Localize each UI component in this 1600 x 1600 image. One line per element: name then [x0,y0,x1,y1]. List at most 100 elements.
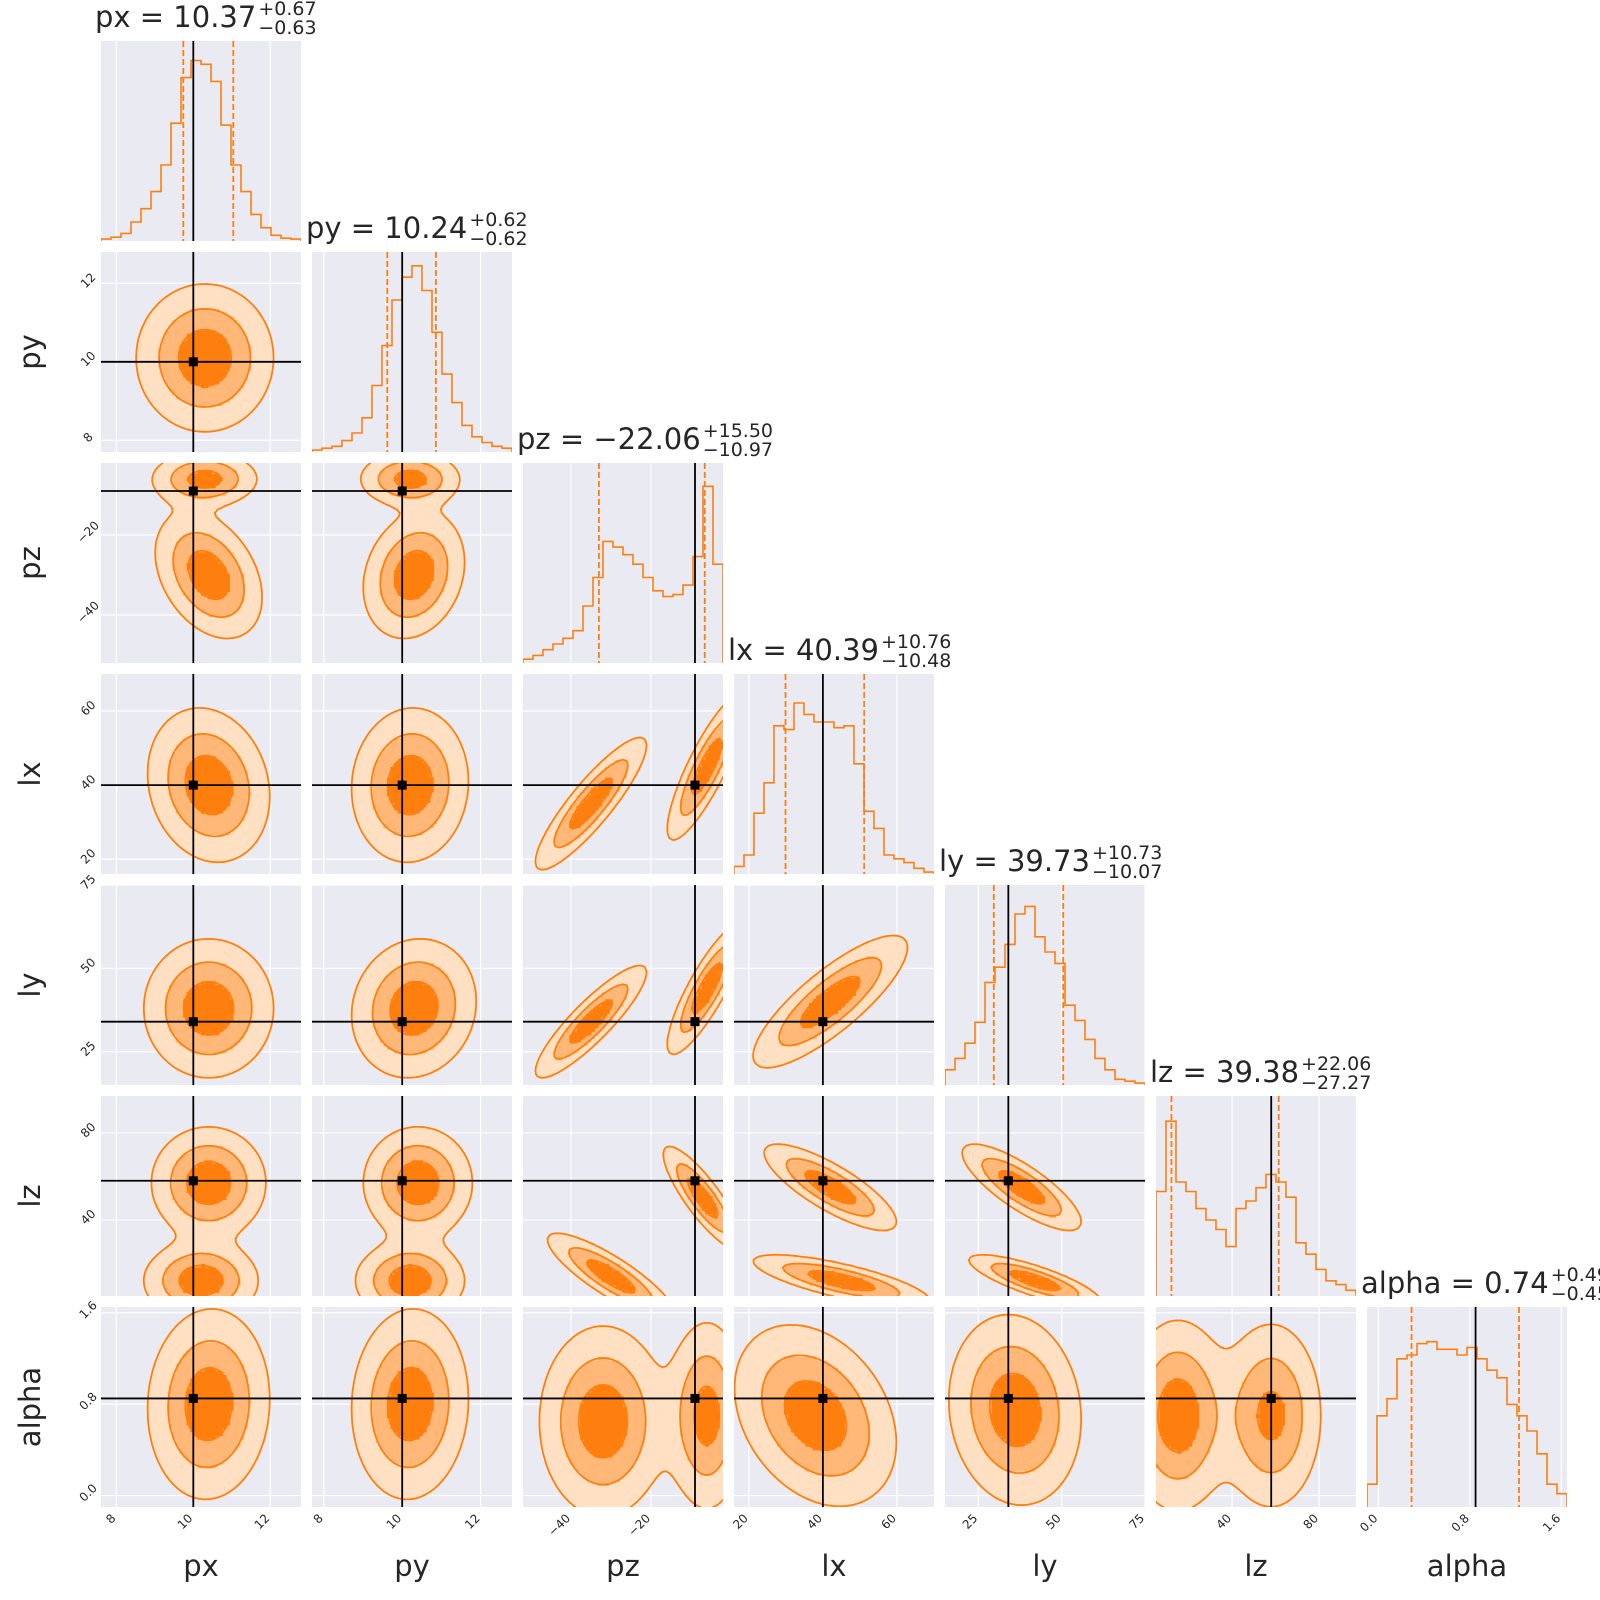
histogram-alpha [1367,1340,1567,1507]
x-tick-lz: 80 [1300,1511,1321,1532]
y-axis-label-lz: lz [13,1184,47,1207]
x-tick-ly: 25 [960,1511,981,1532]
contour-line [988,1372,1042,1448]
contour-level-3 [186,470,230,600]
panel-lx-hist [734,674,934,874]
contour-level-3 [186,1367,234,1440]
contour-line [534,705,723,871]
contour-line [947,1313,1083,1506]
x-tick-alpha: 0.0 [1357,1511,1380,1534]
x-tick-ly: 50 [1043,1511,1064,1532]
y-tick-py: 12 [78,270,99,291]
truth-marker [690,1176,700,1186]
contour-level-3 [179,1160,230,1296]
truth-marker [397,486,407,496]
y-tick-pz: −40 [74,598,102,626]
truth-marker [690,780,700,790]
contour-line [359,463,466,640]
truth-marker [397,1176,407,1186]
contour-level-3 [179,330,230,389]
histogram-pz [523,485,723,663]
contour-line [778,956,883,1047]
contour-line [586,1177,719,1294]
y-axis-label-pz: pz [13,546,47,580]
truth-marker [690,1393,700,1403]
y-tick-alpha: 0.0 [76,1481,99,1504]
y-axis-label-ly: ly [13,972,47,997]
truth-marker [397,1393,407,1403]
contour-line [162,1144,248,1296]
histogram-lz [1156,1120,1356,1296]
y-tick-alpha: 1.6 [76,1298,99,1321]
truth-marker [397,780,407,790]
contour-line [538,1321,723,1507]
y-tick-pz: −20 [74,518,102,546]
x-tick-alpha: 1.6 [1540,1511,1563,1534]
contour-level-3 [801,977,860,1029]
contour-line [142,937,275,1079]
contour-line [350,1307,470,1501]
x-tick-lz: 40 [1214,1511,1235,1532]
title-px: px = 10.37 [95,0,256,34]
truth-marker [1266,1393,1276,1403]
contour-line [370,732,450,838]
panel-ly-hist [945,885,1145,1085]
x-tick-py: 12 [462,1511,483,1532]
contour-line [569,737,723,830]
title-px-errors: +0.67 −0.63 [258,0,316,39]
title-lz-errors: +22.06 −27.27 [1301,1053,1371,1094]
contour-line [559,1355,723,1486]
x-axis-label-px: px [183,1549,219,1583]
contour-line [146,707,271,864]
panel-pz-hist [523,463,723,663]
x-tick-lx: 60 [878,1511,899,1532]
x-tick-px: 8 [103,1511,118,1526]
x-axis-label-ly: ly [1032,1549,1057,1583]
contour-level-2 [569,1163,723,1296]
title-ly-errors: +10.73 −10.07 [1092,842,1162,883]
contour-line [184,754,233,816]
contour-line [158,307,252,408]
contour-line [370,1339,450,1469]
contour-line [142,1125,267,1296]
x-tick-py: 10 [384,1511,405,1532]
contour-line [167,733,251,838]
y-axis-label-lx: lx [13,761,47,786]
contour-line [164,961,253,1056]
y-tick-lx: 40 [78,772,99,793]
truth-marker [1003,1176,1013,1186]
x-axis-label-alpha: alpha [1427,1549,1507,1583]
contour-line [350,707,470,864]
truth-marker [188,1176,198,1186]
y-tick-lz: 80 [78,1120,99,1141]
contour-line [151,463,264,640]
title-py-errors: +0.62 −0.62 [469,209,527,250]
title-lz: lz = 39.38 [1150,1055,1299,1089]
x-tick-lx: 40 [804,1511,825,1532]
y-tick-lx: 60 [78,698,99,719]
contour-line [167,1340,251,1469]
contour-level-3 [569,963,723,1043]
truth-marker [818,1176,828,1186]
truth-marker [818,1017,828,1027]
contour-line [546,1145,723,1296]
x-tick-px: 12 [252,1511,273,1532]
x-tick-px: 10 [175,1511,196,1532]
y-tick-ly: 25 [78,1038,99,1059]
contour-line [388,1160,440,1296]
contour-line [553,946,723,1060]
contour-line [1156,1319,1322,1507]
contour-level-2 [1156,1353,1303,1479]
contour-line [177,328,232,388]
contour-level-3 [1159,1378,1285,1454]
contour-level-3 [387,1367,434,1440]
contour-line [752,934,909,1069]
x-tick-py: 8 [311,1511,326,1526]
contour-level-3 [587,1178,717,1293]
y-tick-ly: 75 [78,872,99,893]
y-tick-py: 8 [81,430,96,445]
contour-level-3 [991,1374,1042,1447]
title-lx: lx = 40.39 [728,633,879,667]
contour-line [781,1157,901,1296]
